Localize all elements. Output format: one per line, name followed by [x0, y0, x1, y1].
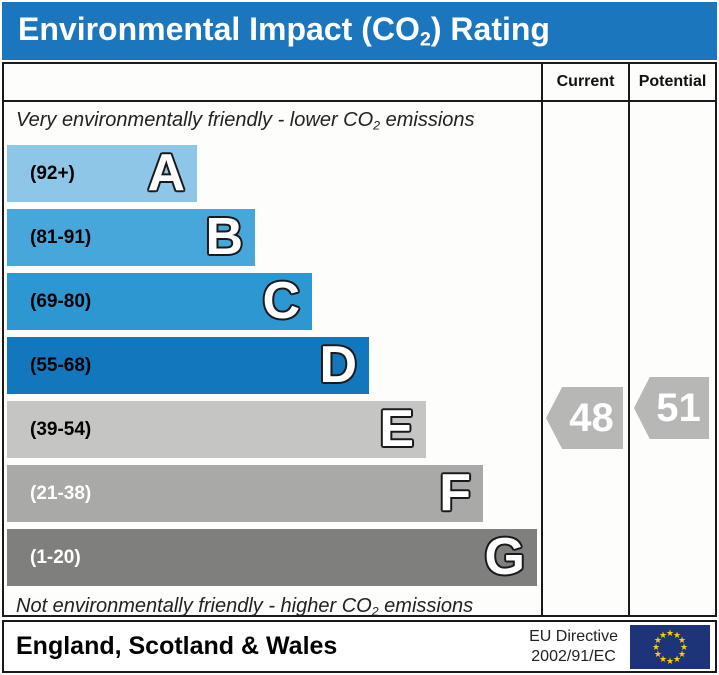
band-range-label: (39-54)	[30, 418, 92, 440]
band-row-e: (39-54) E	[7, 400, 426, 459]
band-row-f: (21-38) F	[7, 464, 483, 523]
svg-text:★: ★	[652, 643, 660, 653]
eu-flag-icon: ★ ★ ★ ★ ★ ★ ★ ★ ★ ★ ★ ★	[630, 624, 710, 669]
top-note: Very environmentally friendly - lower CO…	[16, 109, 475, 133]
page-title: Environmental Impact (CO2) Rating	[2, 2, 717, 60]
band-range-label: (55-68)	[30, 354, 92, 376]
svg-text:★: ★	[680, 643, 688, 653]
band-row-g: (1-20) G	[7, 528, 537, 587]
band-range-label: (81-91)	[30, 226, 92, 248]
column-header-current: Current	[541, 64, 628, 102]
top-note-subscript: 2	[373, 118, 381, 133]
region-label: England, Scotland & Wales	[16, 632, 338, 660]
eu-directive-line1: EU Directive	[529, 627, 618, 645]
band-range-label: (92+)	[30, 162, 75, 184]
band-range-label: (69-80)	[30, 290, 92, 312]
title-subscript: 2	[419, 28, 431, 51]
svg-text:★: ★	[673, 655, 681, 665]
band-row-b: (81-91) B	[7, 208, 255, 267]
current-rating-value: 48	[569, 395, 614, 440]
header-spacer	[4, 64, 541, 102]
band-letter: G	[484, 528, 525, 587]
band-row-a: (92+) A	[7, 144, 197, 203]
column-header-potential: Potential	[628, 64, 715, 102]
band-letter: F	[439, 464, 471, 523]
potential-rating-arrow: 51	[634, 377, 709, 439]
rating-table: Current Potential Very environmentally f…	[2, 62, 717, 617]
band-range-label: (1-20)	[30, 546, 81, 568]
band-letter: A	[147, 144, 185, 203]
band-row-d: (55-68) D	[7, 336, 369, 395]
svg-text:★: ★	[654, 636, 662, 646]
band-letter: E	[379, 400, 414, 459]
svg-text:★: ★	[654, 650, 662, 660]
band-letter: C	[262, 272, 300, 331]
current-column: 48	[541, 102, 628, 615]
band-letter: B	[205, 208, 243, 267]
potential-rating-value: 51	[656, 385, 701, 430]
eu-directive-label: EU Directive 2002/91/EC	[529, 627, 618, 667]
svg-text:★: ★	[659, 630, 667, 640]
footer: England, Scotland & Wales EU Directive 2…	[2, 620, 717, 673]
page-title-text: Environmental Impact (CO2) Rating	[18, 10, 550, 51]
svg-text:★: ★	[678, 650, 686, 660]
band-row-c: (69-80) C	[7, 272, 312, 331]
bottom-note-subscript: 2	[371, 604, 379, 615]
svg-text:★: ★	[678, 636, 686, 646]
svg-text:★: ★	[666, 629, 674, 639]
band-range-label: (21-38)	[30, 482, 92, 504]
band-letter: D	[319, 336, 357, 395]
current-rating-arrow: 48	[546, 387, 623, 449]
svg-text:★: ★	[673, 630, 681, 640]
bottom-note: Not environmentally friendly - higher CO…	[16, 593, 541, 615]
potential-column: 51	[628, 102, 715, 615]
band-chart: Very environmentally friendly - lower CO…	[4, 102, 541, 615]
svg-text:★: ★	[666, 657, 674, 667]
svg-text:★: ★	[659, 655, 667, 665]
eu-directive-line2: 2002/91/EC	[531, 647, 616, 665]
